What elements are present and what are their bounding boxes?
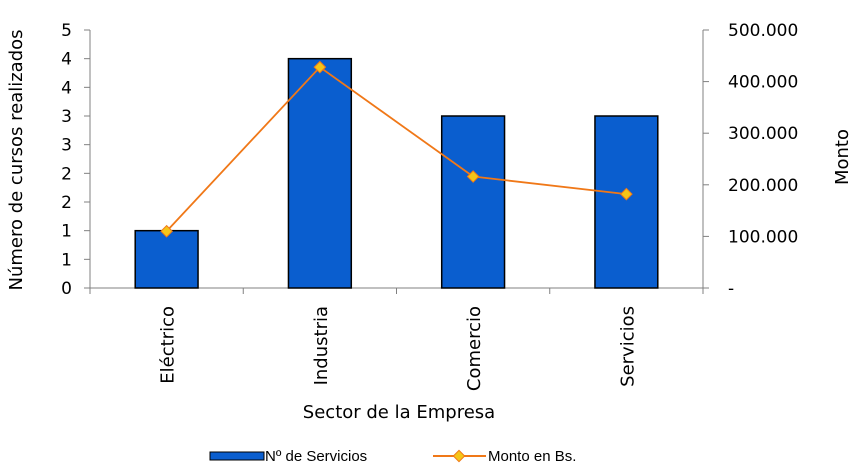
left-tick-label: 1 (61, 222, 72, 242)
bar (440, 115, 506, 289)
line-series (160, 60, 633, 238)
y-axis-title: Número de cursos realizados (6, 29, 27, 290)
left-tick-label: 4 (61, 78, 72, 98)
bar (594, 115, 659, 289)
left-axis-ticks: 0 1 1 2 2 3 3 4 4 5 (61, 21, 90, 299)
series-line (165, 65, 627, 232)
bar-series (134, 57, 659, 289)
plot-area: 0 1 1 2 2 3 3 4 4 5 - 100.000 200.000 300.000 400.000… (61, 21, 798, 391)
line-point (160, 224, 173, 238)
right-tick-label: 100.000 (728, 227, 798, 247)
category-label: Eléctrico (158, 306, 179, 384)
category-label: Servicios (617, 306, 638, 387)
category-label: Industria (311, 306, 332, 385)
line-point (313, 60, 327, 74)
right-tick-label: 400.000 (728, 73, 798, 93)
x-axis-ticks: Eléctrico Industria Comercio Servicios (89, 288, 704, 391)
line-point (620, 187, 633, 201)
left-tick-label: 1 (61, 250, 72, 270)
right-tick-label: 200.000 (728, 176, 798, 196)
left-tick-label: 2 (61, 164, 72, 184)
left-tick-label: 5 (61, 21, 72, 41)
left-tick-label: 3 (61, 107, 72, 127)
legend-swatch-bars (209, 451, 265, 461)
right-tick-label: - (728, 279, 734, 299)
line-point (466, 170, 480, 183)
x-axis-title: Sector de la Empresa (303, 402, 495, 423)
legend-label-bars: Nº de Servicios (265, 448, 367, 465)
category-label: Comercio (464, 306, 485, 391)
legend: Nº de Servicios Monto en Bs. (209, 448, 576, 465)
left-tick-label: 4 (61, 50, 72, 70)
legend-label-line: Monto en Bs. (488, 448, 576, 465)
bar (134, 229, 199, 289)
right-axis-ticks: - 100.000 200.000 300.000 400.000 500.000 (703, 21, 798, 299)
y2-axis-title: Monto (832, 129, 851, 185)
left-tick-label: 2 (61, 193, 72, 213)
right-tick-label: 500.000 (728, 21, 798, 41)
right-tick-label: 300.000 (728, 124, 798, 144)
left-tick-label: 0 (61, 279, 72, 299)
legend-marker-series (452, 449, 466, 463)
left-tick-label: 3 (61, 136, 72, 156)
bar (287, 57, 353, 289)
